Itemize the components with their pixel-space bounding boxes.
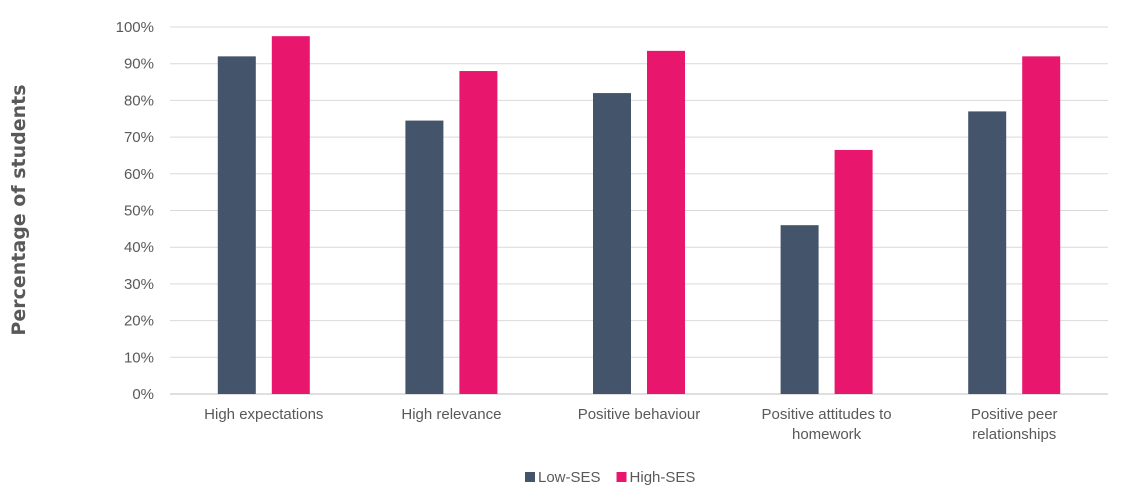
bar-high-ses-3 — [834, 149, 873, 394]
legend-label-low-ses: Low-SES — [538, 469, 601, 486]
y-axis-ticks: 0% 10% 20% 30% 40% 50% 60% 70% 80% 90% 100% — [116, 19, 154, 403]
y-tick-label: 60% — [124, 166, 154, 183]
bar-low-ses-0 — [217, 56, 256, 395]
x-axis-categories: High expectations High relevance Positive … — [204, 406, 1057, 443]
y-axis-title: Percentage of students — [8, 84, 30, 335]
bar-high-ses-0 — [271, 36, 310, 395]
legend: Low-SES High-SES — [525, 469, 695, 486]
bar-low-ses-1 — [405, 120, 444, 395]
bar-low-ses-4 — [968, 111, 1007, 394]
bar-low-ses-3 — [780, 225, 819, 394]
bar-low-ses-2 — [593, 93, 631, 394]
x-category-label: Positive behaviour — [578, 406, 701, 423]
y-tick-label: 30% — [124, 276, 154, 293]
x-category-label: High expectations — [204, 406, 323, 423]
bar-high-ses-4 — [1022, 56, 1061, 395]
legend-swatch-low-ses — [525, 472, 535, 482]
bars — [217, 36, 1061, 395]
y-tick-label: 0% — [132, 386, 154, 403]
y-tick-label: 10% — [124, 349, 154, 366]
y-tick-label: 20% — [124, 313, 154, 330]
x-category-label: relationships — [972, 426, 1056, 443]
legend-label-high-ses: High-SES — [630, 469, 696, 486]
y-tick-label: 90% — [124, 56, 154, 73]
y-tick-label: 100% — [116, 19, 154, 36]
bar-high-ses-1 — [459, 71, 498, 394]
gridlines — [170, 26, 1108, 395]
y-tick-label: 50% — [124, 203, 154, 220]
legend-swatch-high-ses — [616, 472, 627, 482]
x-category-label: Positive peer — [971, 406, 1058, 423]
y-tick-label: 80% — [124, 92, 154, 109]
x-category-label: homework — [792, 426, 862, 443]
x-category-label: High relevance — [401, 406, 501, 423]
bar-high-ses-2 — [647, 50, 685, 394]
y-tick-label: 70% — [124, 129, 154, 146]
y-tick-label: 40% — [124, 239, 154, 256]
x-category-label: Positive attitudes to — [762, 406, 892, 423]
